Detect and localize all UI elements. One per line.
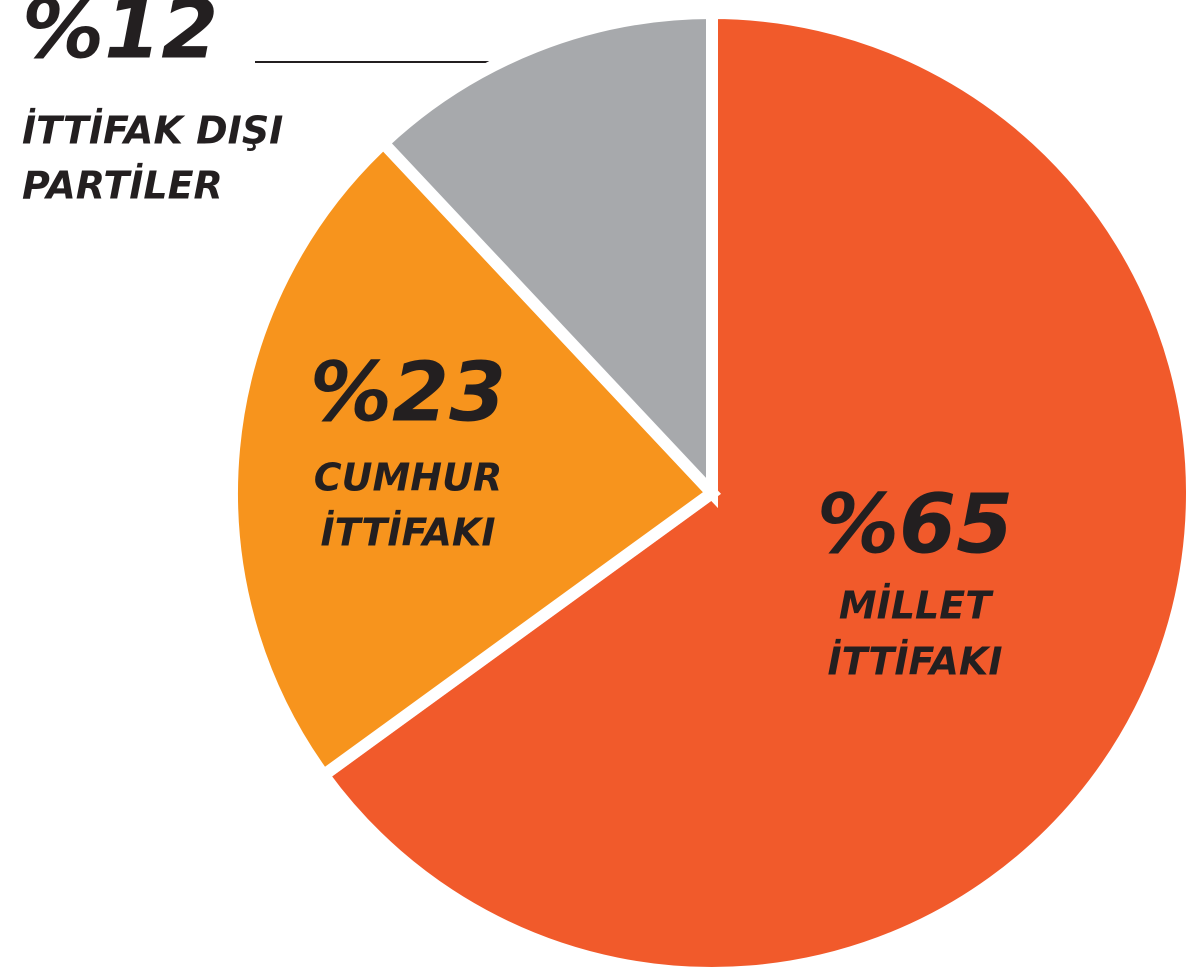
pie-slice: [226, 134, 722, 784]
category-label: İTTİFAKI: [320, 511, 495, 555]
category-label: PARTİLER: [22, 164, 223, 208]
pie-slice: [315, 6, 1194, 977]
category-label: MİLLET: [839, 584, 994, 628]
category-label: İTTİFAKI: [827, 640, 1002, 684]
category-label: İTTİFAK DIŞI: [22, 109, 283, 153]
value-label: %65: [817, 477, 1013, 572]
value-label: %12: [22, 0, 218, 77]
pie-slice: [374, 6, 718, 509]
value-label: %23: [310, 345, 506, 440]
category-label: CUMHUR: [314, 456, 502, 500]
